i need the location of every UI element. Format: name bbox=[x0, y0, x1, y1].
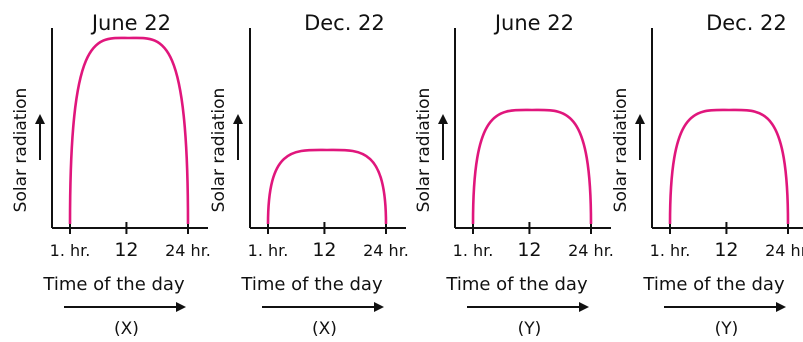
chart-caption: (X) bbox=[114, 319, 139, 339]
x-tick-label: 24 hr. bbox=[765, 241, 803, 260]
x-tick-label: 1. hr. bbox=[453, 241, 494, 260]
x-tick-label: 12 bbox=[312, 239, 336, 261]
radiation-curve bbox=[668, 108, 790, 225]
x-axis-label: Time of the day bbox=[642, 274, 785, 295]
y-axis-label: Solar radiation bbox=[209, 88, 229, 213]
radiation-curve bbox=[266, 148, 388, 225]
chart-caption: (Y) bbox=[715, 319, 739, 339]
chart-title: June 22 bbox=[90, 11, 171, 35]
y-axis-label: Solar radiation bbox=[11, 88, 31, 213]
x-axis-label: Time of the day bbox=[445, 274, 588, 295]
x-tick-label: 12 bbox=[714, 239, 738, 261]
radiation-curve bbox=[471, 108, 593, 225]
y-axis-label: Solar radiation bbox=[414, 88, 434, 213]
chart-panel-4: Dec. 22 1. hr. 12 24 hr. Solar radiation Time… bbox=[611, 11, 803, 339]
chart-panel-3: June 22 1. hr. 12 24 hr. Solar radiation Time… bbox=[414, 11, 614, 339]
chart-title: June 22 bbox=[493, 11, 574, 35]
x-tick-label: 1. hr. bbox=[650, 241, 691, 260]
chart-title: Dec. 22 bbox=[304, 11, 385, 35]
x-tick-label: 24 hr. bbox=[568, 241, 614, 260]
x-tick-label: 24 hr. bbox=[165, 241, 211, 260]
chart-panel-2: Dec. 22 1. hr. 12 24 hr. Solar radiation Time… bbox=[209, 11, 409, 339]
x-tick-label: 12 bbox=[114, 239, 138, 261]
chart-caption: (X) bbox=[312, 319, 337, 339]
chart-caption: (Y) bbox=[518, 319, 542, 339]
radiation-curve bbox=[68, 36, 190, 225]
chart-panel-1: June 22 1. hr. 12 24 hr. Solar radiation Time… bbox=[11, 11, 211, 339]
y-axis-label: Solar radiation bbox=[611, 88, 631, 213]
x-axis-label: Time of the day bbox=[42, 274, 185, 295]
x-tick-label: 1. hr. bbox=[50, 241, 91, 260]
x-tick-label: 12 bbox=[517, 239, 541, 261]
x-axis-label: Time of the day bbox=[240, 274, 383, 295]
x-tick-label: 1. hr. bbox=[248, 241, 289, 260]
x-tick-label: 24 hr. bbox=[363, 241, 409, 260]
chart-title: Dec. 22 bbox=[706, 11, 787, 35]
